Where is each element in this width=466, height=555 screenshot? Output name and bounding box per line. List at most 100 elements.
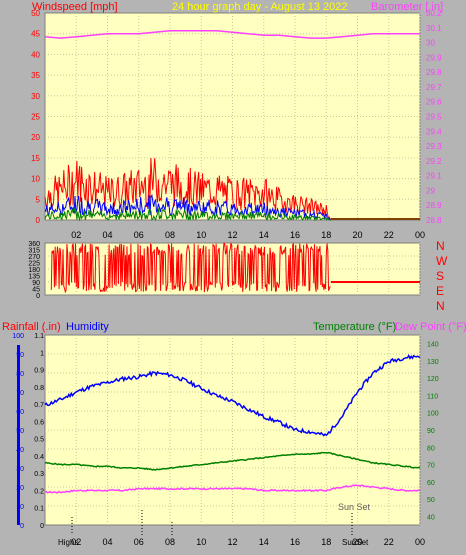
direction-noise-series <box>50 242 331 294</box>
wind-y-tick: 5 <box>36 195 41 204</box>
barometer-y-axis: 28.8 28.9 29 29.1 29.2 29.3 29.4 29.5 29.6 29.7 29… <box>426 9 442 225</box>
temperature-y-axis: 40 50 60 70 80 90 100 110 120 130 140 <box>427 342 439 522</box>
sunset-marker-label: SunSet <box>342 538 369 547</box>
barometer-y-tick: 28.9 <box>426 201 442 210</box>
temperature-y-tick: 130 <box>427 359 439 366</box>
x-tick-label: 12 <box>227 230 237 240</box>
humidity-y-tick: 100 <box>12 333 24 340</box>
wind-y-tick: 45 <box>31 30 40 39</box>
wind-y-tick: 40 <box>31 50 40 59</box>
barometer-y-tick: 29.2 <box>426 157 442 166</box>
x-tick-label: 16 <box>290 230 300 240</box>
x-tick-label: 00 <box>415 537 425 547</box>
humidity-y-tick: 50 <box>16 428 24 435</box>
x-tick-label: 00 <box>415 230 425 240</box>
x-tick-label: 06 <box>134 230 144 240</box>
humidity-y-tick: 70 <box>16 390 24 397</box>
direction-y-tick: 360 <box>28 241 40 248</box>
wind-x-axis: 02 04 06 08 10 12 14 16 18 20 22 00 <box>71 230 425 240</box>
barometer-y-tick: 29.3 <box>426 142 442 151</box>
barometer-y-tick: 29.9 <box>426 53 442 62</box>
direction-series <box>50 242 420 294</box>
windspeed-label: Windspeed [mph] <box>32 1 118 13</box>
x-tick-label: 02 <box>71 230 81 240</box>
rain-y-tick: 0 <box>40 523 44 530</box>
wind-y-tick: 25 <box>31 113 40 122</box>
compass-n-top: N <box>436 239 445 253</box>
humidity-y-tick: 60 <box>16 409 24 416</box>
rain-y-tick: 0.8 <box>34 385 44 392</box>
wind-series <box>44 29 420 222</box>
humidity-y-tick: 0 <box>20 523 24 530</box>
x-tick-label: 22 <box>384 230 394 240</box>
rain-y-tick: 1.1 <box>34 333 44 340</box>
barometer-y-tick: 30.2 <box>426 9 442 18</box>
temperature-y-tick: 100 <box>427 411 439 418</box>
barometer-y-tick: 30 <box>426 39 435 48</box>
temperature-y-tick: 80 <box>427 445 435 452</box>
x-tick-label: 20 <box>352 230 362 240</box>
temperature-y-tick: 40 <box>427 514 435 521</box>
x-tick-label: 06 <box>134 537 144 547</box>
x-tick-label: 02 <box>71 537 81 547</box>
barometer-label: Barometer [.in] <box>371 1 443 13</box>
x-tick-label: 18 <box>321 537 331 547</box>
temperature-y-tick: 50 <box>427 497 435 504</box>
temperature-series <box>44 451 421 471</box>
temperature-label: Temperature (°F) <box>313 321 396 333</box>
barometer-y-tick: 29.7 <box>426 83 442 92</box>
temperature-y-tick: 140 <box>427 342 439 349</box>
direction-y-tick: 135 <box>28 274 40 281</box>
barometer-y-tick: 29.5 <box>426 113 442 122</box>
rain-y-tick: 1 <box>40 350 44 357</box>
barometer-y-tick: 29.6 <box>426 98 442 107</box>
barometer-series <box>44 29 420 39</box>
rain-y-tick: 0.1 <box>34 506 44 513</box>
compass-n-bottom: N <box>436 299 445 313</box>
compass-s: S <box>436 269 444 283</box>
chart-title: 24 hour graph day - August 13 2022 <box>172 1 348 13</box>
rainfall-label: Rainfall (.in) <box>2 321 61 333</box>
x-tick-label: 04 <box>102 230 112 240</box>
x-tick-label: 10 <box>196 537 206 547</box>
barometer-y-tick: 29.4 <box>426 127 442 136</box>
wind-y-tick: 35 <box>31 71 40 80</box>
wind-y-tick: 50 <box>31 9 40 18</box>
temperature-y-tick: 90 <box>427 428 435 435</box>
rain-y-tick: 0.2 <box>34 488 44 495</box>
sunset-label: Sun Set <box>338 502 371 512</box>
x-tick-label: 04 <box>102 537 112 547</box>
direction-y-tick: 180 <box>28 267 40 274</box>
dewpoint-label: Dew Point (°F) <box>395 321 466 333</box>
rain-y-tick: 0.5 <box>34 437 44 444</box>
highs-label: Highs <box>58 538 78 547</box>
x-tick-label: 08 <box>165 537 175 547</box>
barometer-y-tick: 30.1 <box>426 24 442 33</box>
rain-y-tick: 0.7 <box>34 402 44 409</box>
wind-grid <box>45 13 421 220</box>
x-tick-label: 10 <box>196 230 206 240</box>
temperature-y-tick: 70 <box>427 463 435 470</box>
barometer-y-tick: 29.1 <box>426 172 442 181</box>
direction-y-tick: 225 <box>28 261 40 268</box>
wind-y-tick: 10 <box>31 175 40 184</box>
barometer-y-tick: 29.8 <box>426 68 442 77</box>
direction-y-tick: 90 <box>32 280 40 287</box>
barometer-y-tick: 28.8 <box>426 216 442 225</box>
humidity-y-tick: 80 <box>16 371 24 378</box>
humidity-y-tick: 40 <box>16 447 24 454</box>
x-tick-label: 08 <box>165 230 175 240</box>
rain-y-tick: 0.4 <box>34 454 44 461</box>
humidity-label: Humidity <box>66 321 109 333</box>
temperature-y-tick: 120 <box>427 376 439 383</box>
rain-y-tick: 0.6 <box>34 419 44 426</box>
wind-y-tick: 0 <box>36 216 41 225</box>
x-tick-label: 20 <box>352 537 362 547</box>
temperature-y-tick: 60 <box>427 480 435 487</box>
rain-axis-bar <box>17 345 20 525</box>
humidity-y-tick: 10 <box>16 504 24 511</box>
direction-y-tick: 0 <box>36 293 40 300</box>
compass-w: W <box>436 254 448 268</box>
humidity-y-tick: 90 <box>16 352 24 359</box>
